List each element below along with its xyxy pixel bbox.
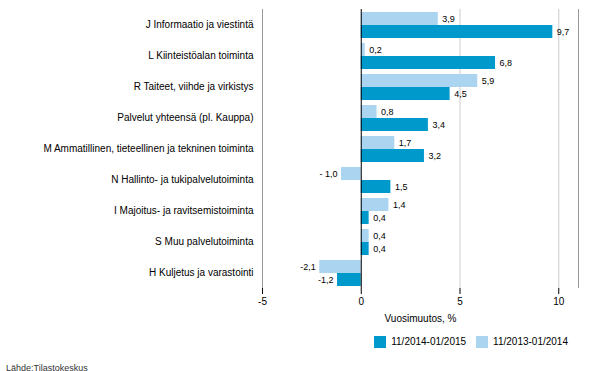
svg-text:0,2: 0,2	[369, 45, 382, 55]
svg-text:R Taiteet, viihde ja virkistys: R Taiteet, viihde ja virkistys	[134, 81, 254, 92]
svg-text:3,4: 3,4	[432, 120, 445, 130]
svg-text:3,2: 3,2	[428, 151, 441, 161]
svg-text:0: 0	[358, 296, 364, 307]
svg-text:5,9: 5,9	[482, 76, 495, 86]
svg-text:M Ammatillinen, tieteellinen j: M Ammatillinen, tieteellinen ja tekninen…	[43, 143, 254, 154]
svg-text:I Majoitus- ja ravitsemistoimi: I Majoitus- ja ravitsemistoiminta	[114, 205, 254, 216]
svg-text:Palvelut yhteensä (pl. Kauppa): Palvelut yhteensä (pl. Kauppa)	[117, 112, 253, 123]
svg-text:-5: -5	[258, 296, 267, 307]
svg-text:-2,1: -2,1	[300, 262, 316, 272]
svg-text:N Hallinto- ja tukipalvelutoim: N Hallinto- ja tukipalvelutoiminta	[111, 174, 254, 185]
svg-text:0,4: 0,4	[373, 244, 386, 254]
svg-text:S Muu palvelutoiminta: S Muu palvelutoiminta	[155, 236, 254, 247]
svg-text:1,4: 1,4	[393, 200, 406, 210]
svg-text:1,5: 1,5	[395, 182, 408, 192]
svg-text:0,4: 0,4	[373, 213, 386, 223]
svg-text:0,4: 0,4	[373, 231, 386, 241]
svg-text:J Informaatio ja viestintä: J Informaatio ja viestintä	[146, 19, 254, 30]
svg-text:H Kuljetus ja varastointi: H Kuljetus ja varastointi	[149, 267, 254, 278]
svg-text:9,7: 9,7	[557, 27, 570, 37]
svg-text:1,7: 1,7	[399, 138, 412, 148]
svg-text:L Kiinteistöalan toiminta: L Kiinteistöalan toiminta	[148, 50, 254, 61]
svg-text:10: 10	[553, 296, 565, 307]
svg-text:3,9: 3,9	[442, 14, 455, 24]
svg-text:Vuosimuutos, %: Vuosimuutos, %	[385, 313, 457, 324]
svg-text:0,8: 0,8	[381, 107, 394, 117]
svg-text:-1,2: -1,2	[318, 275, 334, 285]
svg-text:5: 5	[457, 296, 463, 307]
html-text:11/2013-01/2014: 11/2013-01/2014	[493, 336, 568, 347]
svg-text:4,5: 4,5	[454, 89, 467, 99]
svg-text:6,8: 6,8	[500, 58, 513, 68]
svg-text:- 1,0: - 1,0	[319, 169, 337, 179]
html-text:11/2014-01/2015: 11/2014-01/2015	[391, 336, 467, 347]
